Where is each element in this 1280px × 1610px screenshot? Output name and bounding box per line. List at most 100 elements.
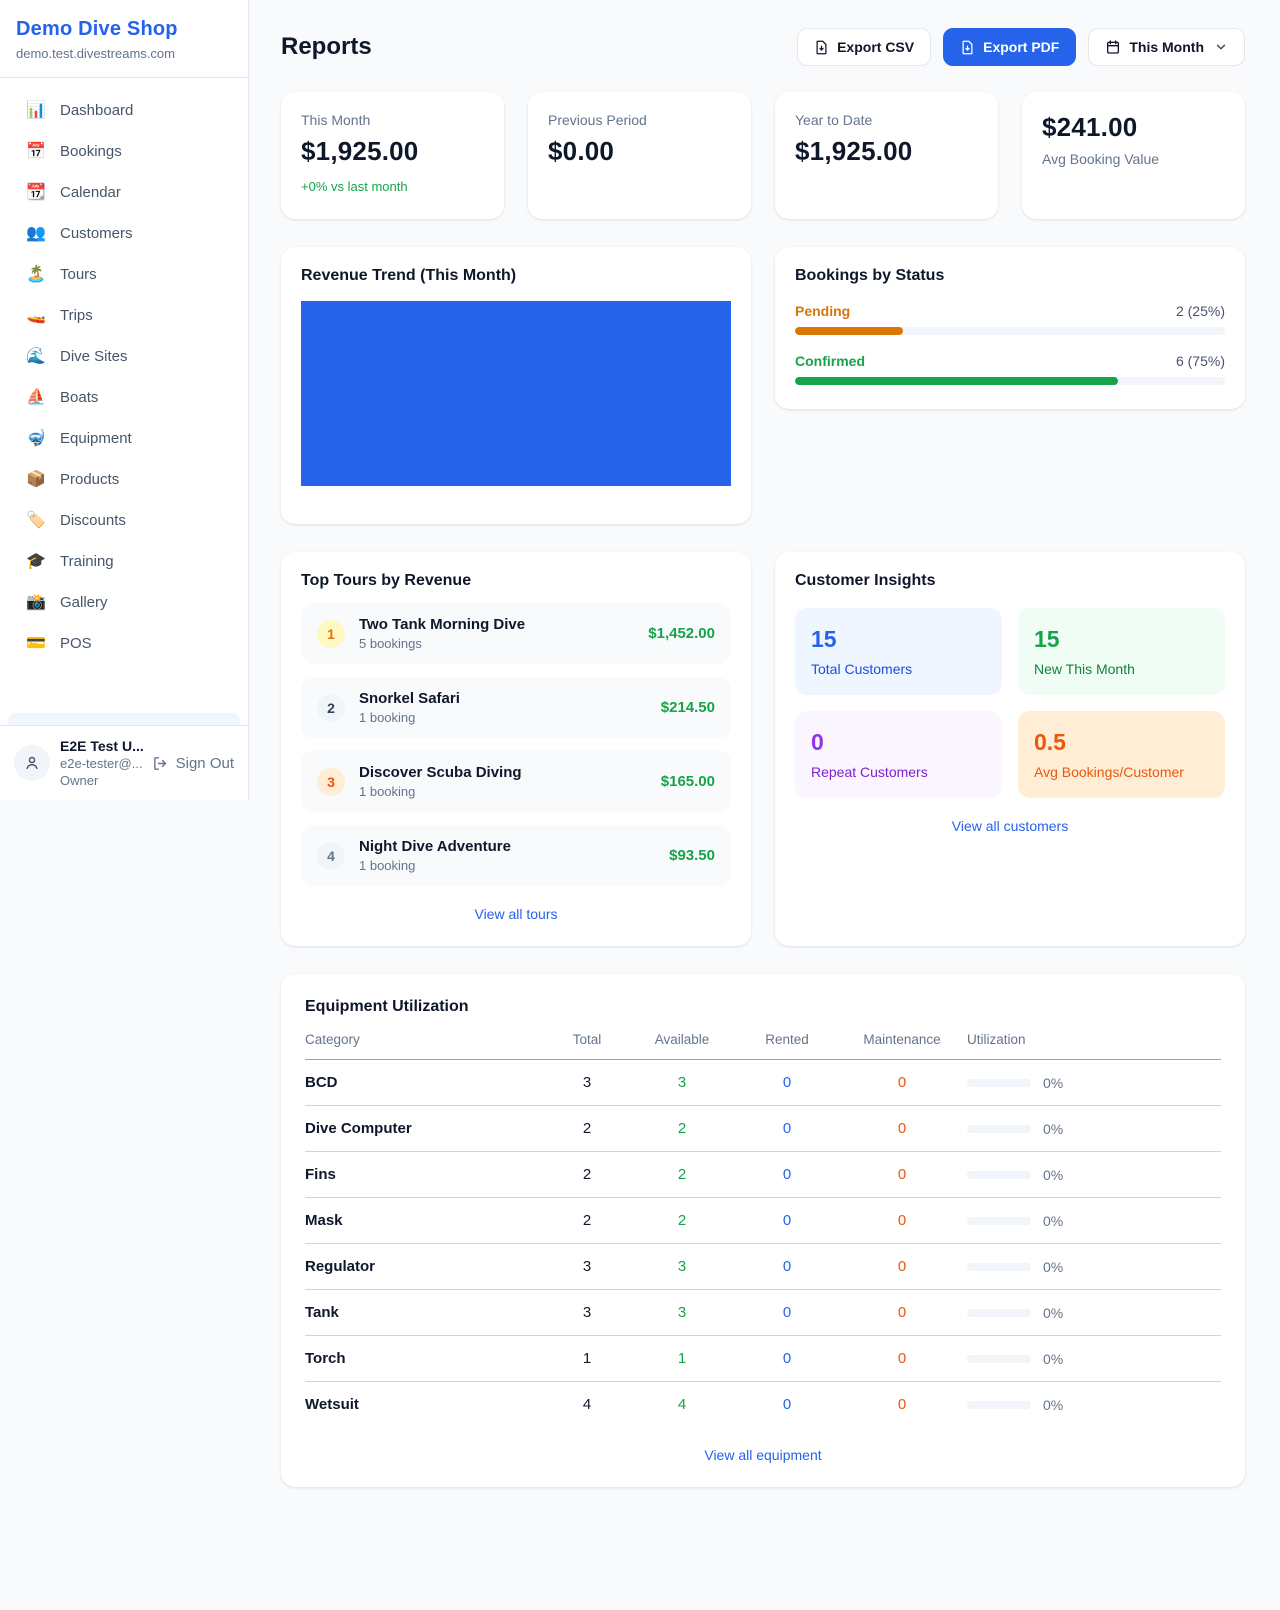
- revenue-trend-title: Revenue Trend (This Month): [301, 267, 517, 284]
- utilization-track: [967, 1124, 1031, 1133]
- table-row: Fins 2 2 0 0 0%: [305, 1152, 1221, 1198]
- export-csv-label: Export CSV: [837, 39, 915, 55]
- equipment-total: 1: [582, 1350, 592, 1367]
- sidebar: Demo Dive Shop demo.test.divestreams.com…: [0, 0, 249, 800]
- avatar: [14, 745, 50, 781]
- tag-icon: 🏷️: [26, 511, 46, 529]
- sidebar-item-label: Products: [60, 471, 120, 488]
- sign-out-button[interactable]: Sign Out: [152, 755, 234, 772]
- sidebar-item-label: POS: [60, 635, 92, 652]
- equipment-category: Regulator: [305, 1258, 376, 1275]
- speedboat-icon: 🚤: [26, 306, 46, 324]
- document-download-icon: [814, 40, 829, 55]
- view-all-customers-link[interactable]: View all customers: [951, 818, 1069, 834]
- period-label: This Month: [1129, 39, 1204, 55]
- period-select[interactable]: This Month: [1088, 28, 1245, 66]
- utilization-percent: 0%: [1043, 1212, 1064, 1229]
- sidebar-item-equipment[interactable]: 🤿 Equipment: [8, 420, 240, 457]
- user-box: E2E Test U... e2e-tester@... Owner Sign …: [0, 725, 248, 800]
- equipment-available: 2: [677, 1166, 687, 1183]
- shop-domain: demo.test.divestreams.com: [16, 46, 175, 61]
- insight-label: Avg Bookings/Customer: [1034, 764, 1184, 780]
- table-row: Wetsuit 4 4 0 0 0%: [305, 1382, 1221, 1427]
- table-row: Tank 3 3 0 0 0%: [305, 1290, 1221, 1336]
- equipment-total: 3: [582, 1304, 592, 1321]
- equipment-available: 4: [677, 1396, 687, 1413]
- sidebar-item-calendar[interactable]: 📆 Calendar: [8, 174, 240, 211]
- stat-label: Year to Date: [795, 112, 873, 128]
- sidebar-item-boats[interactable]: ⛵ Boats: [8, 379, 240, 416]
- table-row: Torch 1 1 0 0 0%: [305, 1336, 1221, 1382]
- equipment-rented: 0: [782, 1304, 792, 1321]
- table-row: Regulator 3 3 0 0 0%: [305, 1244, 1221, 1290]
- equipment-total: 3: [582, 1074, 592, 1091]
- customer-insights-card: Customer Insights 15 Total Customers 15 …: [775, 552, 1245, 946]
- sidebar-item-products[interactable]: 📦 Products: [8, 461, 240, 498]
- tear-off-calendar-icon: 📆: [26, 183, 46, 201]
- insight-value: 0: [811, 729, 824, 755]
- equipment-maintenance: 0: [897, 1396, 907, 1413]
- tour-amount: $214.50: [660, 699, 715, 716]
- equipment-available: 3: [677, 1304, 687, 1321]
- equipment-available: 1: [677, 1350, 687, 1367]
- sidebar-item-bookings[interactable]: 📅 Bookings: [8, 133, 240, 170]
- equipment-total: 2: [582, 1166, 592, 1183]
- equipment-available: 3: [677, 1258, 687, 1275]
- island-icon: 🏝️: [26, 265, 46, 283]
- sidebar-item-discounts[interactable]: 🏷️ Discounts: [8, 502, 240, 539]
- camera-icon: 📸: [26, 593, 46, 611]
- customer-insights-title: Customer Insights: [795, 572, 936, 589]
- tour-row[interactable]: 3 Discover Scuba Diving 1 booking $165.0…: [301, 751, 731, 812]
- sidebar-item-label: Customers: [60, 225, 133, 242]
- utilization-track: [967, 1216, 1031, 1225]
- sidebar-item-training[interactable]: 🎓 Training: [8, 543, 240, 580]
- stat-card-previous-period: Previous Period $0.00: [528, 92, 751, 219]
- status-label: Confirmed: [795, 353, 865, 369]
- tour-row[interactable]: 1 Two Tank Morning Dive 5 bookings $1,45…: [301, 603, 731, 664]
- view-all-tours-link[interactable]: View all tours: [474, 906, 558, 922]
- stat-label: Previous Period: [548, 112, 647, 128]
- utilization-percent: 0%: [1043, 1166, 1064, 1183]
- status-count: 2 (25%): [1175, 303, 1225, 319]
- tour-row[interactable]: 2 Snorkel Safari 1 booking $214.50: [301, 677, 731, 738]
- sidebar-item-active-partial[interactable]: [8, 713, 240, 725]
- insight-label: Repeat Customers: [811, 764, 928, 780]
- rank-badge: 4: [317, 841, 345, 870]
- equipment-category: Wetsuit: [305, 1396, 359, 1413]
- sidebar-item-trips[interactable]: 🚤 Trips: [8, 297, 240, 334]
- utilization-track: [967, 1170, 1031, 1179]
- sign-out-icon: [152, 755, 169, 772]
- column-header-total: Total: [572, 1032, 602, 1047]
- tour-row[interactable]: 4 Night Dive Adventure 1 booking $93.50: [301, 825, 731, 886]
- sidebar-item-gallery[interactable]: 📸 Gallery: [8, 584, 240, 621]
- insight-tile: 15 New This Month: [1018, 608, 1225, 695]
- status-count: 6 (75%): [1175, 353, 1225, 369]
- column-header-maintenance: Maintenance: [863, 1032, 941, 1047]
- equipment-rented: 0: [782, 1350, 792, 1367]
- export-pdf-button[interactable]: Export PDF: [943, 28, 1077, 66]
- column-header-available: Available: [654, 1032, 710, 1047]
- status-progress-fill: [795, 327, 903, 335]
- sidebar-item-label: Gallery: [60, 594, 108, 611]
- user-role: Owner: [60, 773, 99, 788]
- sidebar-item-dive-sites[interactable]: 🌊 Dive Sites: [8, 338, 240, 375]
- stat-value: $241.00: [1042, 112, 1138, 142]
- equipment-rented: 0: [782, 1212, 792, 1229]
- bar-chart-icon: 📊: [26, 101, 46, 119]
- sidebar-item-dashboard[interactable]: 📊 Dashboard: [8, 92, 240, 129]
- sidebar-item-pos[interactable]: 💳 POS: [8, 625, 240, 662]
- status-row: Pending 2 (25%): [795, 303, 1225, 335]
- equipment-rented: 0: [782, 1074, 792, 1091]
- sidebar-item-tours[interactable]: 🏝️ Tours: [8, 256, 240, 293]
- view-all-equipment-link[interactable]: View all equipment: [704, 1447, 822, 1463]
- diving-mask-icon: 🤿: [26, 429, 46, 447]
- equipment-maintenance: 0: [897, 1166, 907, 1183]
- insight-tile: 0 Repeat Customers: [795, 711, 1002, 798]
- stat-value: $1,925.00: [795, 136, 913, 166]
- revenue-trend-card: Revenue Trend (This Month): [281, 247, 751, 524]
- people-icon: 👥: [26, 224, 46, 242]
- equipment-maintenance: 0: [897, 1350, 907, 1367]
- sidebar-item-customers[interactable]: 👥 Customers: [8, 215, 240, 252]
- stat-delta: +0% vs last month: [301, 179, 408, 194]
- export-csv-button[interactable]: Export CSV: [797, 28, 932, 66]
